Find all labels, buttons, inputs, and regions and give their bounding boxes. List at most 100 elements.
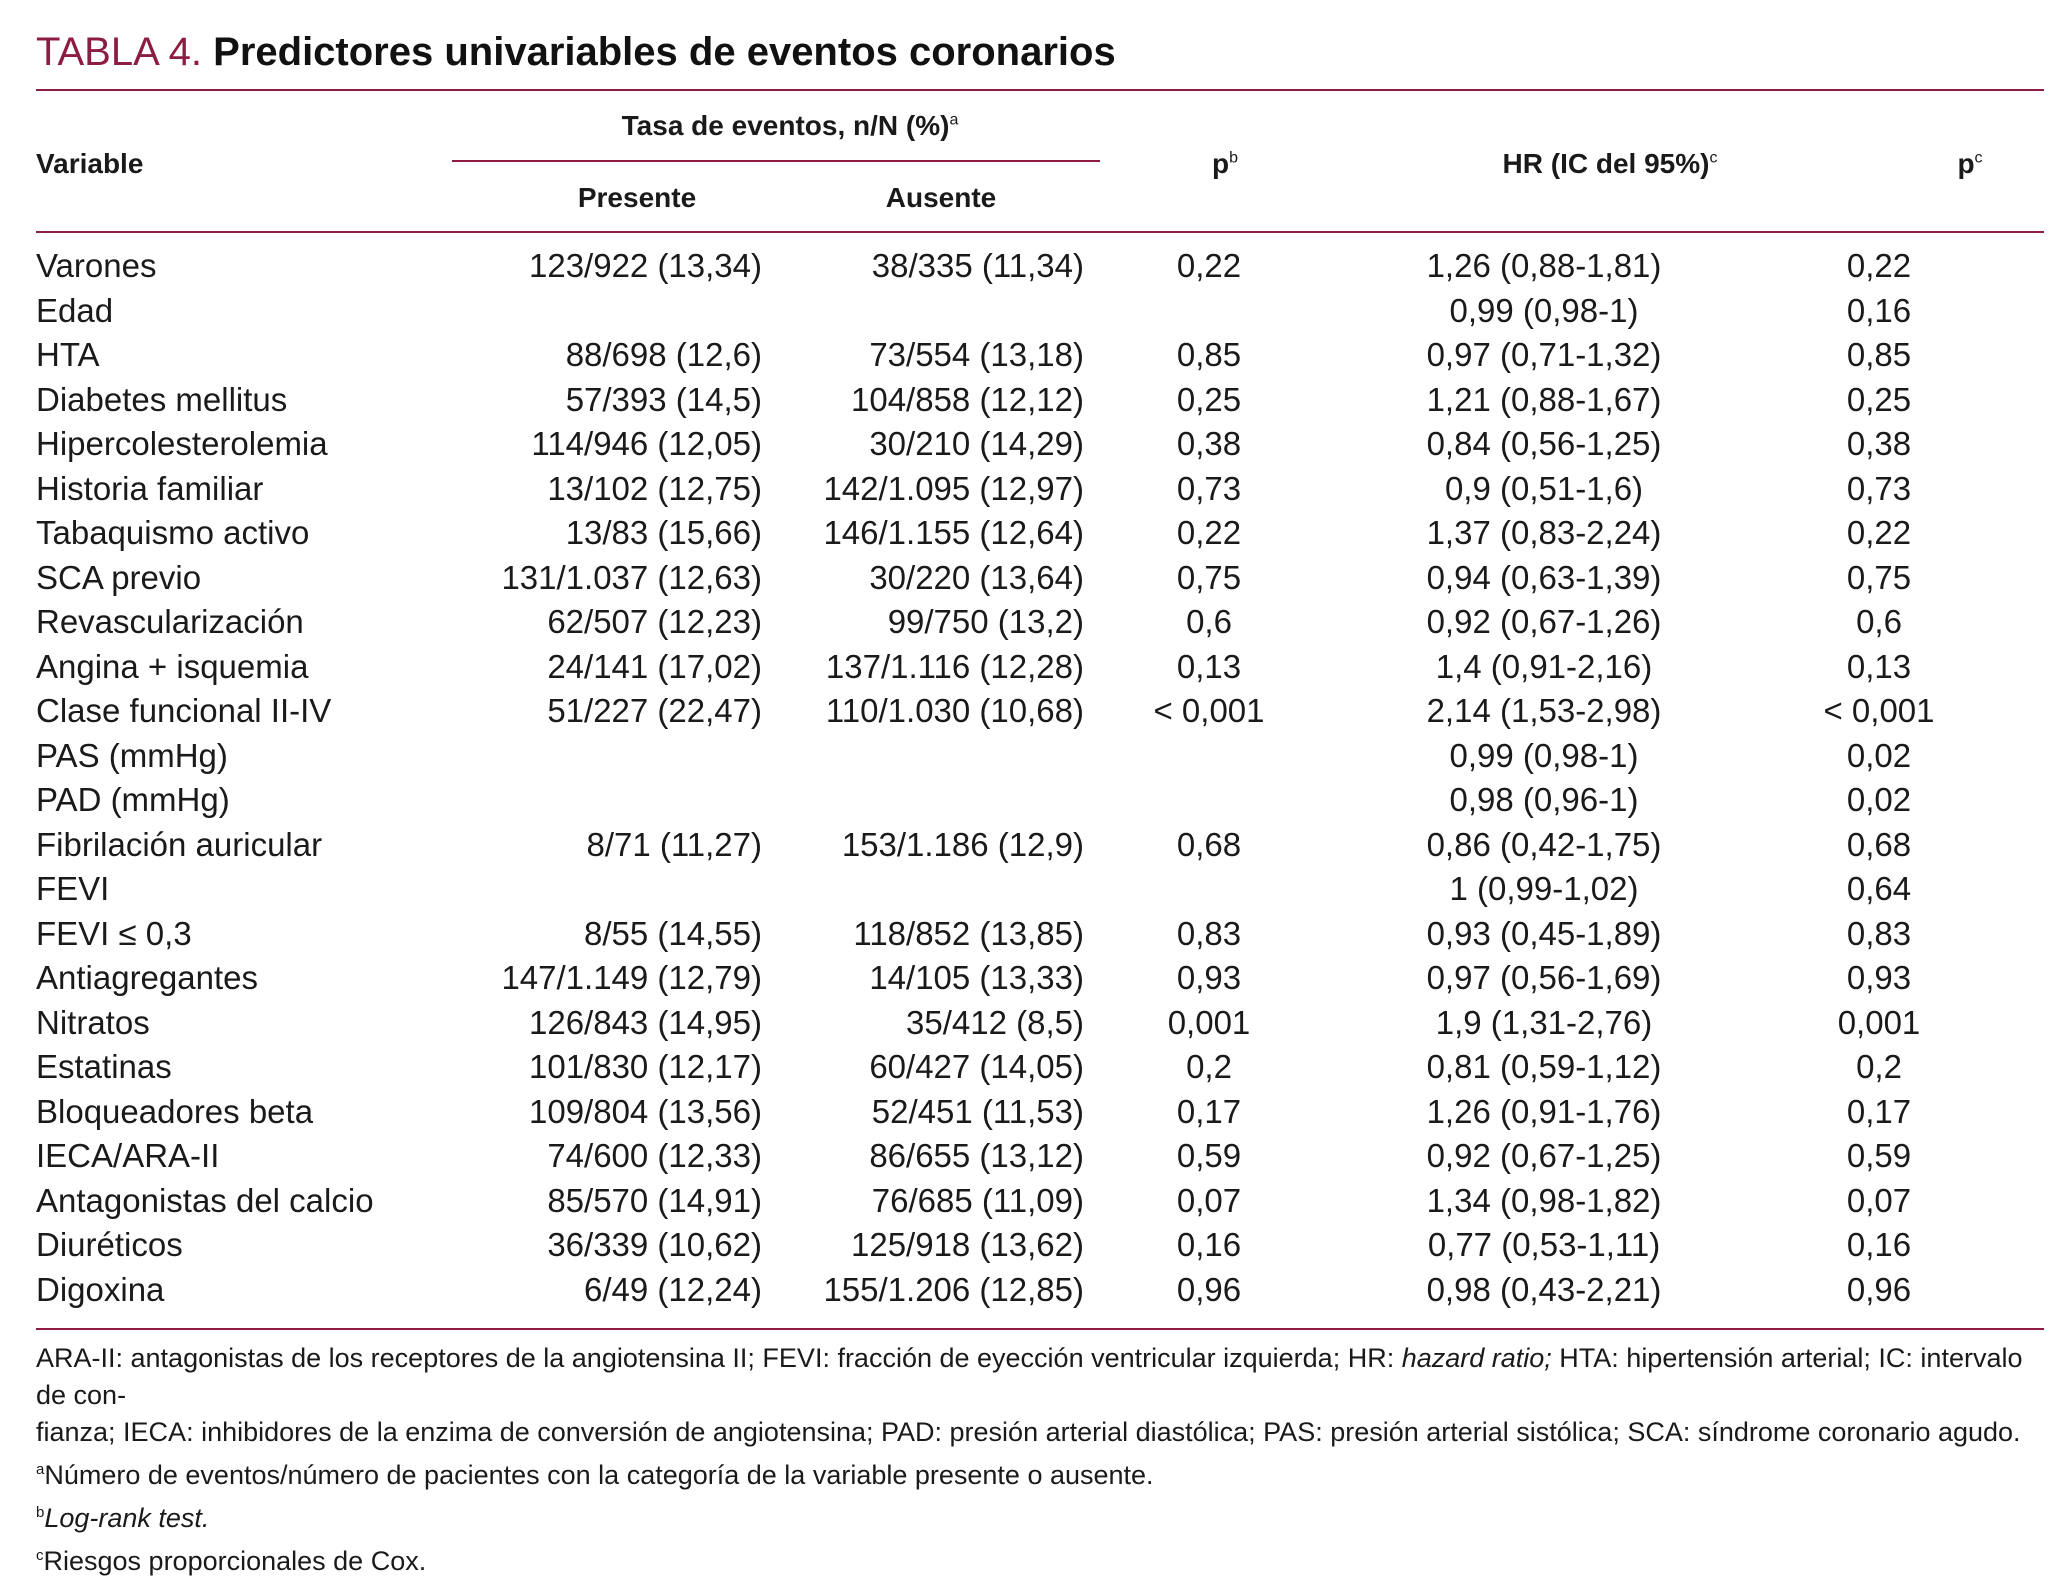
cell-p-cox: 0,02 [1846,781,1912,819]
cell-p-logrank: 0,22 [1176,247,1242,285]
cell-p-cox: 0,16 [1846,291,1912,329]
header-hr-sup: c [1709,149,1718,167]
cell-variable: FEVI ≤ 0,3 [36,914,192,952]
cell-p-logrank [1084,867,1334,912]
cell-p-logrank [1084,734,1334,779]
header-variable: Variable [36,148,144,179]
table-caption: Predictores univariables de eventos coro… [213,30,1116,74]
cell-p-logrank: 0,85 [1176,336,1242,374]
cell-ausente [762,778,1084,823]
cell-presente: 24/141 (17,02) [547,647,762,685]
cell-hr: 1,9 (1,31-2,76) [1435,1003,1653,1041]
cell-hr: 0,98 (0,96-1) [1449,781,1639,819]
cell-p-cox: < 0,001 [1823,692,1935,730]
cell-ausente: 146/1.155 (12,64) [823,514,1084,552]
cell-p-cox: 0,6 [1856,603,1902,641]
header-p-cox-sup: c [1974,149,1983,167]
data-table: Varones 123/922 (13,34) 38/335 (11,34) 0,22… [36,244,2044,1312]
header-presente: Presente [577,182,697,213]
cell-variable: Digoxina [36,1270,165,1308]
cell-hr: 0,77 (0,53-1,11) [1427,1226,1661,1264]
cell-presente: 6/49 (12,24) [584,1270,762,1308]
cell-ausente: 104/858 (12,12) [850,380,1084,418]
cell-presente: 147/1.149 (12,79) [501,959,762,997]
cell-variable: Varones [36,247,157,285]
cell-variable: Antiagregantes [36,959,258,997]
cell-presente: 114/946 (12,05) [531,425,762,463]
cell-presente: 123/922 (13,34) [528,247,762,285]
cell-variable: Angina + isquemia [36,647,309,685]
cell-presente: 88/698 (12,6) [565,336,762,374]
table-row: Tabaquismo activo 13/83 (15,66) 146/1.155 … [36,511,2044,556]
cell-ausente [762,289,1084,334]
cell-hr: 2,14 (1,53-2,98) [1426,692,1662,730]
cell-variable: FEVI [36,870,110,908]
table-row: Diuréticos 36/339 (10,62) 125/918 (13,62) 0… [36,1223,2044,1268]
cell-p-cox: 0,22 [1846,514,1912,552]
cell-presente: 101/830 (12,17) [528,1048,762,1086]
cell-variable: Revascularización [36,603,304,641]
footnotes: ARA-II: antagonistas de los receptores d… [36,1340,2036,1580]
cell-hr: 0,94 (0,63-1,39) [1426,558,1662,596]
cell-presente [466,778,762,823]
cell-p-cox: 0,13 [1846,647,1912,685]
table-row: IECA/ARA-II 74/600 (12,33) 86/655 (13,12) 0… [36,1134,2044,1179]
cell-hr: 0,99 (0,98-1) [1449,736,1639,774]
cell-presente: 57/393 (14,5) [565,380,762,418]
cell-p-cox: 0,75 [1846,558,1912,596]
table-row: Nitratos 126/843 (14,95) 35/412 (8,5) 0,001… [36,1001,2044,1046]
header-p-logrank-sup: b [1229,149,1239,167]
cell-ausente: 14/105 (13,33) [869,959,1084,997]
cell-presente: 62/507 (12,23) [547,603,762,641]
header-group-label: Tasa de eventos, n/N (%) [621,110,950,141]
cell-p-cox: 0,64 [1846,870,1912,908]
footnote-b-text: Log-rank test. [44,1503,210,1533]
cell-hr: 0,81 (0,59-1,12) [1426,1048,1662,1086]
table-row: Antiagregantes 147/1.149 (12,79) 14/105 (1… [36,956,2044,1001]
cell-presente: 13/102 (12,75) [547,469,762,507]
bottom-rule [36,1328,2044,1330]
cell-presente [466,289,762,334]
table-row: Historia familiar 13/102 (12,75) 142/1.095… [36,467,2044,512]
cell-p-logrank: 0,38 [1176,425,1242,463]
cell-p-cox: 0,02 [1846,736,1912,774]
table-row: Revascularización 62/507 (12,23) 99/750 (1… [36,600,2044,645]
header-rule [36,231,2044,233]
cell-ausente: 155/1.206 (12,85) [823,1270,1084,1308]
table-body: Varones 123/922 (13,34) 38/335 (11,34) 0,22… [36,244,2044,1312]
cell-variable: SCA previo [36,558,202,596]
header-p-logrank-label: p [1211,148,1230,179]
cell-ausente: 60/427 (14,05) [869,1048,1084,1086]
cell-p-logrank: 0,17 [1176,1092,1242,1130]
table-row: SCA previo 131/1.037 (12,63) 30/220 (13,64… [36,556,2044,601]
cell-p-cox: 0,73 [1846,469,1912,507]
cell-hr: 1,26 (0,91-1,76) [1426,1092,1662,1130]
header-group: Tasa de eventos, n/N (%)a [622,110,959,142]
cell-ausente: 30/220 (13,64) [869,558,1084,596]
cell-presente: 109/804 (13,56) [528,1092,762,1130]
cell-p-cox: 0,17 [1846,1092,1912,1130]
cell-ausente: 142/1.095 (12,97) [823,469,1084,507]
header-p-logrank: pb [1212,148,1238,180]
group-span-rule [452,160,1100,162]
cell-variable: Antagonistas del calcio [36,1181,374,1219]
cell-presente: 36/339 (10,62) [547,1226,762,1264]
cell-p-logrank: 0,59 [1176,1137,1242,1175]
cell-p-cox: 0,38 [1846,425,1912,463]
cell-p-cox: 0,22 [1846,247,1912,285]
footnote-abbr-part2: HTA: hipertensión arterial; IC: interval… [36,1343,2023,1410]
cell-variable: Estatinas [36,1048,172,1086]
footnote-abbr-hazard: hazard ratio; [1401,1343,1552,1373]
table-row: Bloqueadores beta 109/804 (13,56) 52/451 (… [36,1090,2044,1135]
cell-variable: HTA [36,336,100,374]
footnote-c-sup: c [36,1547,44,1564]
cell-hr: 1,26 (0,88-1,81) [1426,247,1662,285]
footnote-abbreviations: ARA-II: antagonistas de los receptores d… [36,1340,2036,1414]
header-p-cox: pc [1957,148,1982,180]
cell-ausente: 86/655 (13,12) [869,1137,1084,1175]
cell-ausente: 76/685 (11,09) [871,1181,1084,1219]
footnote-abbreviations-line2: fianza; IECA: inhibidores de la enzima d… [36,1417,2021,1447]
table-row: Hipercolesterolemia 114/946 (12,05) 30/210… [36,422,2044,467]
footnote-c: cRiesgos proporcionales de Cox. [36,1537,2036,1580]
cell-ausente: 35/412 (8,5) [906,1003,1084,1041]
